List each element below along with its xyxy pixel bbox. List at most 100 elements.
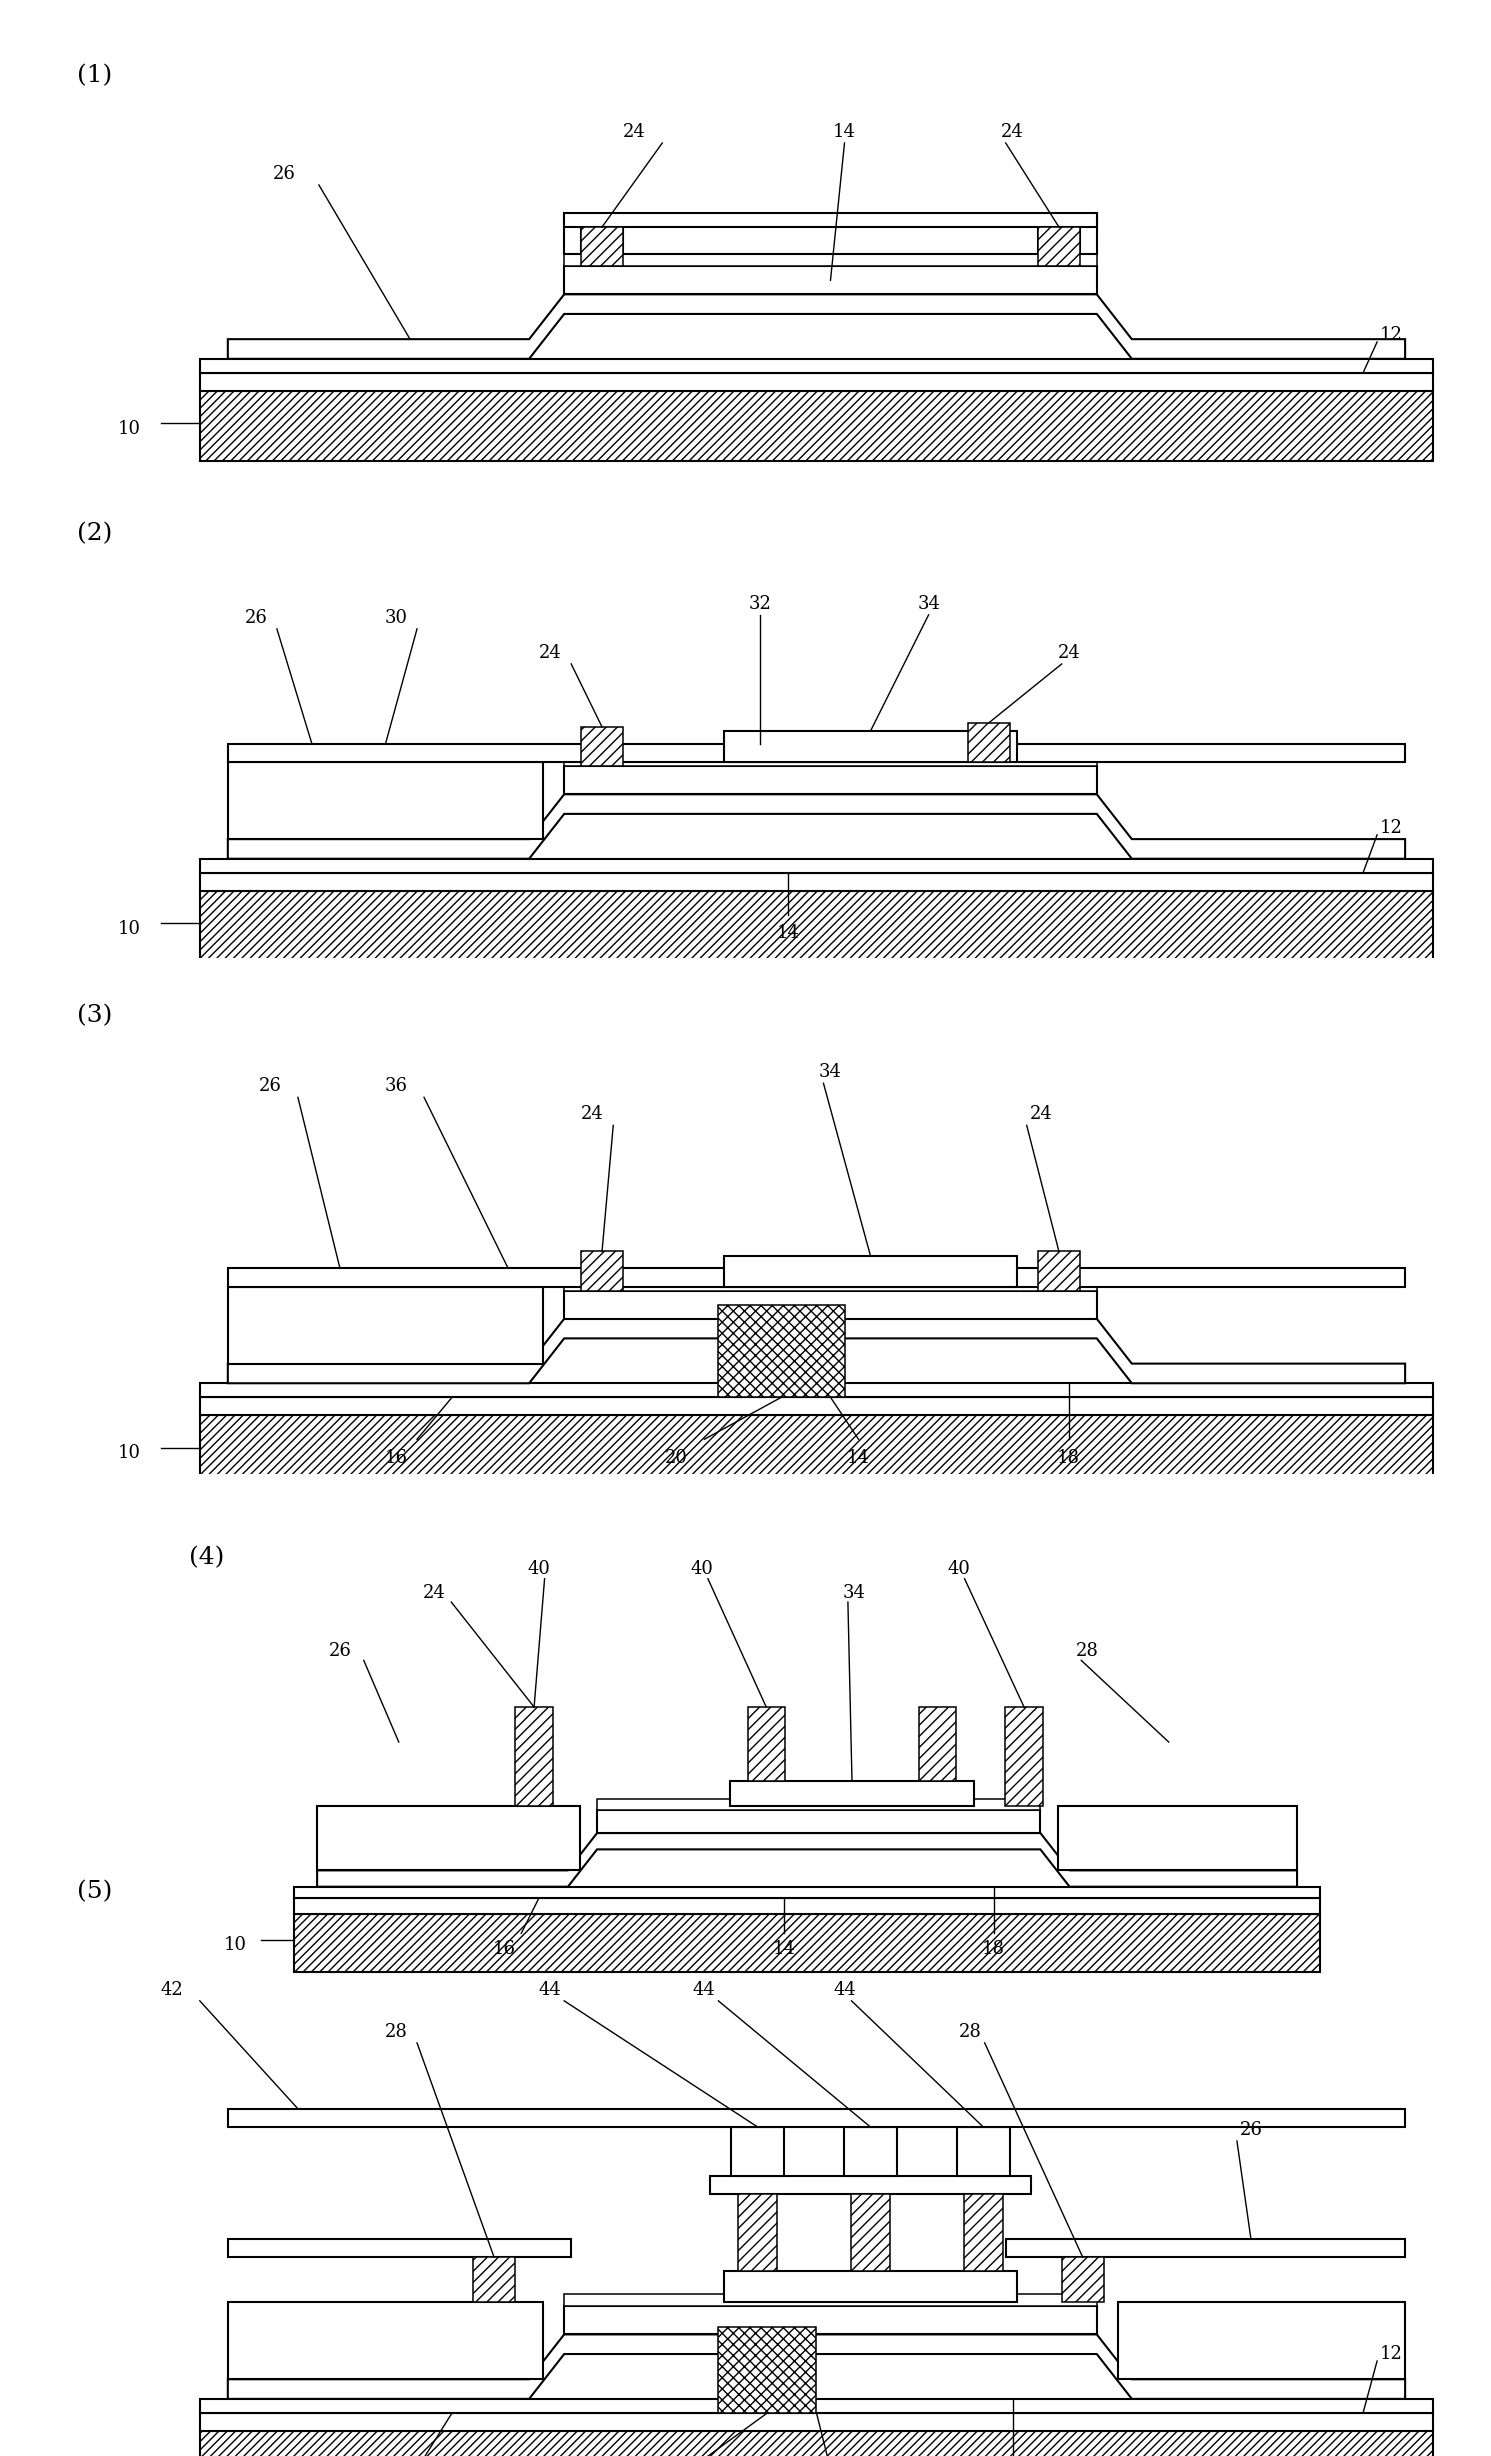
Bar: [596, 1800, 1041, 1810]
Bar: [516, 1707, 553, 1805]
Bar: [731, 1781, 974, 1805]
Bar: [200, 373, 1433, 391]
Text: 10: 10: [224, 1935, 248, 1955]
Text: 14: 14: [777, 923, 799, 943]
Text: 24: 24: [422, 1584, 446, 1601]
Bar: [623, 214, 1038, 253]
Bar: [200, 2412, 1433, 2431]
Text: 44: 44: [693, 1980, 716, 1999]
Bar: [228, 1287, 543, 1363]
Bar: [564, 754, 1097, 766]
Bar: [1079, 214, 1097, 253]
Bar: [318, 1805, 580, 1871]
Bar: [581, 1253, 623, 1292]
Text: 14: 14: [847, 1449, 869, 1466]
Bar: [564, 1277, 1097, 1292]
Bar: [963, 2193, 1003, 2272]
Text: 12: 12: [1379, 818, 1403, 837]
Bar: [228, 744, 1405, 761]
Text: 32: 32: [748, 594, 772, 612]
Text: 24: 24: [1057, 643, 1079, 661]
Bar: [719, 2328, 817, 2412]
Text: (4): (4): [188, 1547, 224, 1569]
Text: 42: 42: [161, 1980, 183, 1999]
Bar: [738, 2193, 777, 2272]
Bar: [294, 1898, 1321, 1913]
Text: 28: 28: [959, 2024, 983, 2041]
Bar: [294, 1886, 1321, 1898]
Text: 16: 16: [492, 1940, 516, 1957]
Bar: [564, 214, 1097, 226]
Bar: [918, 1707, 956, 1781]
Polygon shape: [228, 295, 1405, 359]
Bar: [228, 2240, 571, 2257]
Bar: [1005, 2240, 1405, 2257]
Text: 24: 24: [538, 643, 562, 661]
Bar: [596, 1810, 1041, 1832]
Bar: [1059, 1805, 1297, 1871]
Text: 28: 28: [1075, 1643, 1099, 1660]
Text: 24: 24: [581, 1105, 604, 1122]
Polygon shape: [228, 793, 1405, 860]
Polygon shape: [228, 2333, 1405, 2400]
Polygon shape: [318, 1832, 1297, 1886]
Text: 44: 44: [538, 1980, 562, 1999]
Bar: [1062, 2257, 1103, 2301]
Text: 24: 24: [1002, 123, 1024, 140]
Bar: [1038, 1253, 1079, 1292]
Bar: [228, 761, 543, 840]
Text: (5): (5): [78, 1879, 112, 1903]
Text: 40: 40: [528, 1560, 550, 1579]
Polygon shape: [228, 1319, 1405, 1383]
Text: 34: 34: [917, 594, 939, 612]
Text: 26: 26: [258, 1078, 282, 1095]
Text: 26: 26: [273, 165, 295, 182]
Bar: [200, 391, 1433, 462]
Text: 20: 20: [665, 1449, 687, 1466]
Bar: [473, 2257, 516, 2301]
Text: 24: 24: [1029, 1105, 1053, 1122]
Bar: [844, 2127, 898, 2176]
Bar: [851, 2193, 890, 2272]
Text: 10: 10: [118, 921, 142, 938]
Text: (3): (3): [78, 1005, 112, 1027]
Bar: [957, 2127, 1009, 2176]
Text: 24: 24: [623, 123, 646, 140]
Bar: [1038, 226, 1079, 265]
Bar: [731, 2127, 784, 2176]
Bar: [725, 1255, 1017, 1287]
Bar: [710, 2176, 1030, 2193]
Bar: [1118, 2301, 1405, 2380]
Bar: [581, 226, 623, 265]
Bar: [564, 214, 581, 253]
Bar: [719, 1304, 844, 1397]
Bar: [200, 2400, 1433, 2412]
Text: 14: 14: [772, 1940, 795, 1957]
Text: 40: 40: [947, 1560, 971, 1579]
Bar: [294, 1913, 1321, 1972]
Bar: [968, 722, 1009, 761]
Text: 26: 26: [1239, 2122, 1263, 2139]
Text: 30: 30: [385, 609, 407, 626]
Bar: [200, 1383, 1433, 1397]
Text: 34: 34: [842, 1584, 865, 1601]
Bar: [200, 892, 1433, 960]
Bar: [200, 1415, 1433, 1486]
Bar: [564, 2294, 1097, 2306]
Bar: [200, 1397, 1433, 1415]
Text: 44: 44: [833, 1980, 856, 1999]
Bar: [564, 2306, 1097, 2333]
Text: 26: 26: [245, 609, 267, 626]
Bar: [564, 265, 1097, 295]
Bar: [200, 872, 1433, 892]
Bar: [200, 359, 1433, 373]
Bar: [200, 860, 1433, 872]
Bar: [581, 727, 623, 766]
Text: 14: 14: [833, 123, 856, 140]
Text: (2): (2): [78, 523, 112, 545]
Bar: [1005, 1707, 1042, 1805]
Bar: [228, 1267, 1405, 1287]
Text: 12: 12: [1379, 2345, 1403, 2363]
Text: 28: 28: [385, 2024, 407, 2041]
Text: 16: 16: [385, 1449, 407, 1466]
